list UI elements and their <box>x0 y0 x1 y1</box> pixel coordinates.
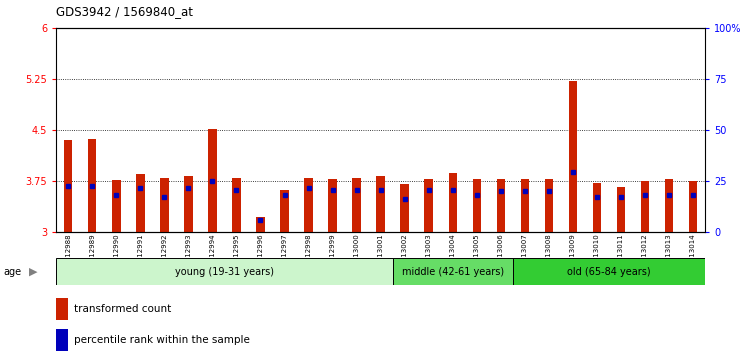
Bar <box>88 139 97 232</box>
Bar <box>424 179 433 232</box>
Bar <box>304 178 313 232</box>
Bar <box>376 176 385 232</box>
Text: old (65-84 years): old (65-84 years) <box>567 267 651 277</box>
Bar <box>64 140 73 232</box>
Text: transformed count: transformed count <box>74 304 172 314</box>
Bar <box>640 181 650 232</box>
Bar <box>56 298 68 320</box>
Bar <box>280 190 289 232</box>
Bar <box>496 179 505 232</box>
Text: percentile rank within the sample: percentile rank within the sample <box>74 335 250 345</box>
Bar <box>232 178 241 232</box>
Text: middle (42-61 years): middle (42-61 years) <box>402 267 504 277</box>
Bar <box>112 179 121 232</box>
Bar <box>400 184 409 232</box>
Bar <box>592 183 601 232</box>
Bar <box>184 176 193 232</box>
Bar <box>472 179 481 232</box>
Bar <box>520 179 529 232</box>
Bar <box>136 174 145 232</box>
Bar <box>328 179 337 232</box>
Bar <box>209 129 217 232</box>
Bar <box>56 329 68 351</box>
Bar <box>352 178 361 232</box>
Bar <box>256 217 265 232</box>
Bar <box>513 258 705 285</box>
Bar <box>56 258 393 285</box>
Text: age: age <box>4 267 22 277</box>
Bar <box>393 258 513 285</box>
Bar <box>448 173 457 232</box>
Text: young (19-31 years): young (19-31 years) <box>175 267 274 277</box>
Bar <box>688 181 698 232</box>
Text: ▶: ▶ <box>28 267 37 277</box>
Bar <box>160 178 169 232</box>
Bar <box>544 179 553 232</box>
Bar <box>568 81 577 232</box>
Text: GDS3942 / 1569840_at: GDS3942 / 1569840_at <box>56 5 194 18</box>
Bar <box>664 179 674 232</box>
Bar <box>616 187 625 232</box>
